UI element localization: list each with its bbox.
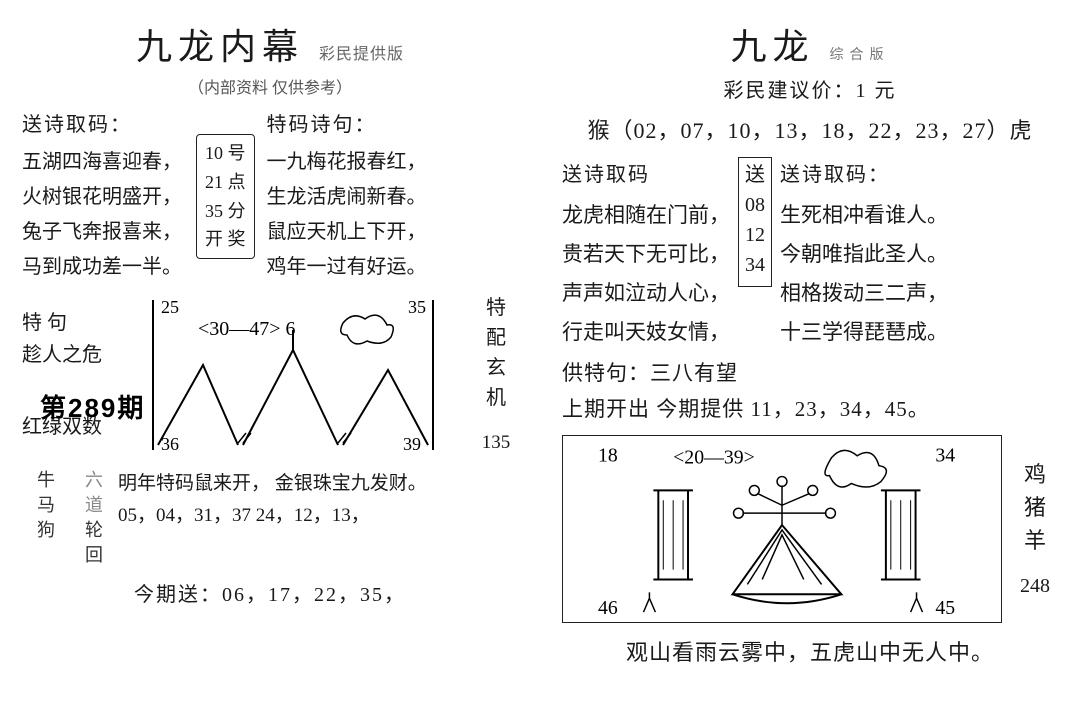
left-poem-r-header: 特码诗句： — [267, 108, 427, 143]
midbox-l4: 开 奖 — [205, 225, 246, 254]
sk-mid: <30—47> 6 — [198, 318, 296, 340]
left-sketch-box: 25 35 36 39 <30—47> 6 — [112, 295, 474, 455]
left-poem-col: 送诗取码： 五湖四海喜迎春， 火树银花明盛开， 兔子飞奔报喜来， 马到成功差一半… — [22, 108, 182, 285]
bl-nums: 05，04，31，37 24，12，13， — [118, 500, 518, 532]
rsk-tl: 18 — [598, 445, 618, 467]
tm3: 轮 — [70, 518, 118, 543]
prev-line: 上期开出 今期提供 11，23，34，45。 — [562, 393, 1058, 423]
rpl3: 声声如泣动人心， — [562, 274, 730, 313]
left-title: 九龙内幕 彩民提供版 — [22, 18, 518, 70]
rpl-header: 送诗取码 — [562, 157, 730, 194]
tiny-left-2: 六 道 轮 回 — [70, 468, 118, 569]
tm2: 道 — [70, 493, 118, 518]
right-pane: 九龙 综合版 彩民建议价：1 元 猴（02，07，10，13，18，22，23，… — [540, 0, 1080, 709]
tl2: 马 — [22, 493, 70, 518]
sb1: 08 — [745, 190, 765, 220]
left-send-line: 今期送：06，17，22，35， — [22, 578, 518, 612]
left-sketch-row: 特 句 趁人之危 红绿双数 25 35 — [22, 293, 518, 458]
rpr-header: 送诗取码： — [780, 157, 948, 194]
sbh: 送 — [745, 160, 765, 190]
rpl4: 行走叫天妓女情， — [562, 313, 730, 352]
supply-line: 供特句：三八有望 — [562, 357, 1058, 387]
sk-tr: 35 — [408, 297, 426, 317]
left-sketch-svg: 25 35 36 39 <30—47> 6 — [112, 295, 474, 455]
left-title-text: 九龙内幕 — [136, 27, 304, 67]
sr4: 机 — [474, 383, 518, 413]
right-sketch-row: 18 34 46 45 <20—39> — [562, 435, 1058, 623]
rpoem-l3: 鼠应天机上下开， — [267, 215, 427, 250]
left-title-faint: 彩民提供版 — [319, 46, 404, 63]
rs3: 羊 — [1012, 524, 1058, 557]
lpoem-l1: 五湖四海喜迎春， — [22, 145, 182, 180]
send-box: 送 08 12 34 — [738, 157, 772, 287]
rpl2: 贵若天下无可比， — [562, 235, 730, 274]
rpoem-l2: 生龙活虎闹新春。 — [267, 180, 427, 215]
midbox-l1: 10 号 — [205, 139, 246, 168]
lpoem-l3: 兔子飞奔报喜来， — [22, 215, 182, 250]
rsk-mid: <20—39> — [673, 447, 755, 469]
rpr1: 生死相冲看谁人。 — [780, 196, 948, 235]
sk-bl: 36 — [161, 434, 179, 454]
sk-br: 39 — [403, 434, 421, 454]
right-title-faint: 综合版 — [830, 48, 890, 63]
rpoem-l1: 一九梅花报春红， — [267, 145, 427, 180]
tl3: 狗 — [22, 518, 70, 543]
rs1: 鸡 — [1012, 458, 1058, 491]
left-mid-box: 10 号 21 点 35 分 开 奖 — [196, 134, 255, 259]
tiny-left-1: 牛 马 狗 — [22, 468, 70, 569]
rsk-br: 45 — [935, 597, 955, 619]
right-sketch-side: 鸡 猪 羊 248 — [1012, 458, 1058, 601]
rs2: 猪 — [1012, 491, 1058, 524]
right-poem-row: 送诗取码 龙虎相随在门前， 贵若天下无可比， 声声如泣动人心， 行走叫天妓女情，… — [562, 157, 1058, 351]
rs-num: 248 — [1012, 571, 1058, 601]
sk-tl: 25 — [161, 297, 179, 317]
right-title: 九龙 综合版 — [562, 18, 1058, 70]
sb2: 12 — [745, 220, 765, 250]
left-poem-header: 送诗取码： — [22, 108, 182, 143]
right-sketch-svg: 18 34 46 45 <20—39> — [563, 436, 1001, 622]
tl1: 牛 — [22, 468, 70, 493]
bl1a: 明年特码鼠来开， — [118, 473, 270, 494]
left-sketch-side-r: 特 配 玄 机 135 — [474, 293, 518, 458]
side-l-mid: 趁人之危 — [22, 339, 112, 371]
right-poem-r: 送诗取码： 生死相冲看谁人。 今朝唯指此圣人。 相格拨动三二声， 十三学得琵琶成… — [780, 157, 948, 351]
tm1: 六 — [70, 468, 118, 493]
rpl1: 龙虎相随在门前， — [562, 196, 730, 235]
issue-stamp: 第289期 — [40, 388, 145, 425]
rpr2: 今朝唯指此圣人。 — [780, 235, 948, 274]
right-title-text: 九龙 — [730, 27, 814, 67]
left-poem-row: 送诗取码： 五湖四海喜迎春， 火树银花明盛开， 兔子飞奔报喜来， 马到成功差一半… — [22, 108, 518, 285]
right-poem-l: 送诗取码 龙虎相随在门前， 贵若天下无可比， 声声如泣动人心， 行走叫天妓女情， — [562, 157, 730, 351]
sb3: 34 — [745, 250, 765, 280]
lpoem-l4: 马到成功差一半。 — [22, 250, 182, 285]
tm4: 回 — [70, 543, 118, 568]
left-below-sketch: 牛 马 狗 六 道 轮 回 明年特码鼠来开， 金银珠宝九发财。 05，04，31… — [22, 468, 518, 613]
side-l-top: 特 句 — [22, 307, 112, 339]
sr3: 玄 — [474, 353, 518, 383]
sr2: 配 — [474, 323, 518, 353]
rsk-tr: 34 — [935, 445, 955, 467]
bottom-poem: 观山看雨云雾中，五虎山中无人中。 — [562, 635, 1058, 667]
rsk-bl: 46 — [598, 597, 618, 619]
left-sub-faint: （内部资料 仅供参考） — [22, 74, 518, 98]
left-poem-r-col: 特码诗句： 一九梅花报春红， 生龙活虎闹新春。 鼠应天机上下开， 鸡年一过有好运… — [267, 108, 427, 285]
bl1b: 金银珠宝九发财。 — [275, 473, 427, 494]
lpoem-l2: 火树银花明盛开， — [22, 180, 182, 215]
midbox-l3: 35 分 — [205, 197, 246, 226]
sr-num: 135 — [474, 429, 518, 458]
zodiac-line: 猴（02，07，10，13，18，22，23，27）虎 — [562, 113, 1058, 145]
sr1: 特 — [474, 293, 518, 323]
right-sketch-box: 18 34 46 45 <20—39> — [562, 435, 1002, 623]
midbox-l2: 21 点 — [205, 168, 246, 197]
rpoem-l4: 鸡年一过有好运。 — [267, 250, 427, 285]
left-pane: 九龙内幕 彩民提供版 （内部资料 仅供参考） 送诗取码： 五湖四海喜迎春， 火树… — [0, 0, 540, 709]
rpr4: 十三学得琵琶成。 — [780, 313, 948, 352]
rpr3: 相格拨动三二声， — [780, 274, 948, 313]
price-line: 彩民建议价：1 元 — [562, 74, 1058, 103]
